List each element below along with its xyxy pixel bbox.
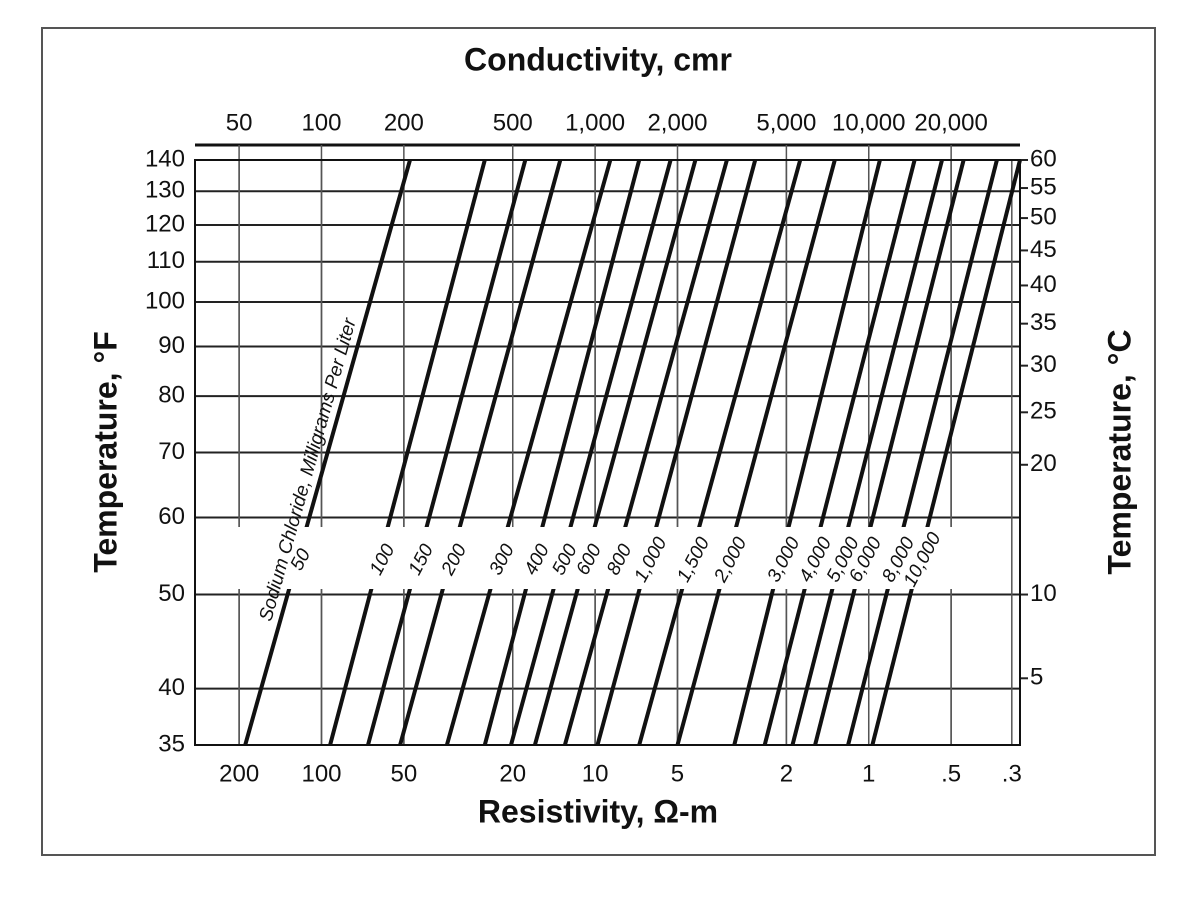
- left-axis-title: Temperature, °F: [87, 331, 123, 573]
- y2-tick-label: 35: [1030, 309, 1057, 336]
- y-tick-label: 100: [145, 287, 185, 314]
- x-tick-label: 10: [582, 760, 609, 787]
- x-tick-label: 50: [391, 760, 418, 787]
- y2-tick-label: 10: [1030, 580, 1057, 607]
- y2-tick-label: 20: [1030, 450, 1057, 477]
- x2-tick-label: 5,000: [756, 109, 816, 136]
- salinity-line: [328, 159, 487, 746]
- y-tick-label: 120: [145, 210, 185, 237]
- x-tick-label: 5: [671, 760, 684, 787]
- y-tick-label: 35: [158, 730, 185, 757]
- y-tick-label: 90: [158, 332, 185, 359]
- y2-tick-label: 50: [1030, 203, 1057, 230]
- plot-frame: [194, 159, 1021, 746]
- salinity-line: [675, 159, 837, 746]
- x-tick-label: .3: [1002, 760, 1022, 787]
- x-tick-label: 100: [301, 760, 341, 787]
- x2-tick-label: 100: [301, 109, 341, 136]
- salinity-line: [444, 159, 613, 746]
- y-tick-label: 70: [158, 438, 185, 465]
- y-tick-label: 50: [158, 580, 185, 607]
- salinity-line: [762, 159, 917, 746]
- x-tick-label: 200: [219, 760, 259, 787]
- y-tick-label: 80: [158, 381, 185, 408]
- salinity-line: [243, 159, 412, 746]
- right-axis-title: Temperature, °C: [1101, 329, 1137, 574]
- x2-tick-label: 500: [493, 109, 533, 136]
- salinity-line: [637, 159, 803, 746]
- y-tick-label: 40: [158, 674, 185, 701]
- salinity-line: [562, 159, 729, 746]
- salinity-line: [509, 159, 673, 746]
- y-tick-label: 140: [145, 145, 185, 172]
- x2-tick-label: 200: [384, 109, 424, 136]
- salinity-line: [595, 159, 758, 746]
- salinity-line: [482, 159, 642, 746]
- x-tick-label: 20: [499, 760, 526, 787]
- x-tick-label: 1: [862, 760, 875, 787]
- salinity-line: [532, 159, 698, 746]
- salinity-line: [398, 159, 563, 746]
- salinity-line: [732, 159, 882, 746]
- bottom-axis-title: Resistivity, Ω-m: [478, 793, 718, 829]
- y2-tick-label: 45: [1030, 236, 1057, 263]
- x2-tick-label: 10,000: [832, 109, 905, 136]
- y-tick-label: 130: [145, 177, 185, 204]
- x-tick-label: 2: [780, 760, 793, 787]
- y-tick-label: 110: [147, 247, 185, 274]
- y2-tick-label: 30: [1030, 351, 1057, 378]
- salinity-line: [846, 159, 999, 746]
- top-axis-title: Conductivity, cmr: [464, 41, 732, 77]
- y2-tick-label: 5: [1030, 664, 1043, 691]
- y2-tick-label: 40: [1030, 271, 1057, 298]
- x2-tick-label: 2,000: [647, 109, 707, 136]
- x2-tick-label: 20,000: [914, 109, 987, 136]
- label-band: [235, 527, 960, 589]
- y2-tick-label: 60: [1030, 145, 1057, 172]
- salinity-line: [870, 159, 1022, 746]
- y2-tick-label: 25: [1030, 398, 1057, 425]
- salinity-line: [813, 159, 966, 746]
- y2-tick-label: 55: [1030, 173, 1057, 200]
- y-tick-label: 60: [158, 503, 185, 530]
- salinity-line: [790, 159, 944, 746]
- salinity-line: [366, 159, 528, 746]
- x-tick-label: .5: [941, 760, 961, 787]
- x2-tick-label: 1,000: [565, 109, 625, 136]
- x2-tick-label: 50: [226, 109, 253, 136]
- outer-border: [41, 27, 1156, 856]
